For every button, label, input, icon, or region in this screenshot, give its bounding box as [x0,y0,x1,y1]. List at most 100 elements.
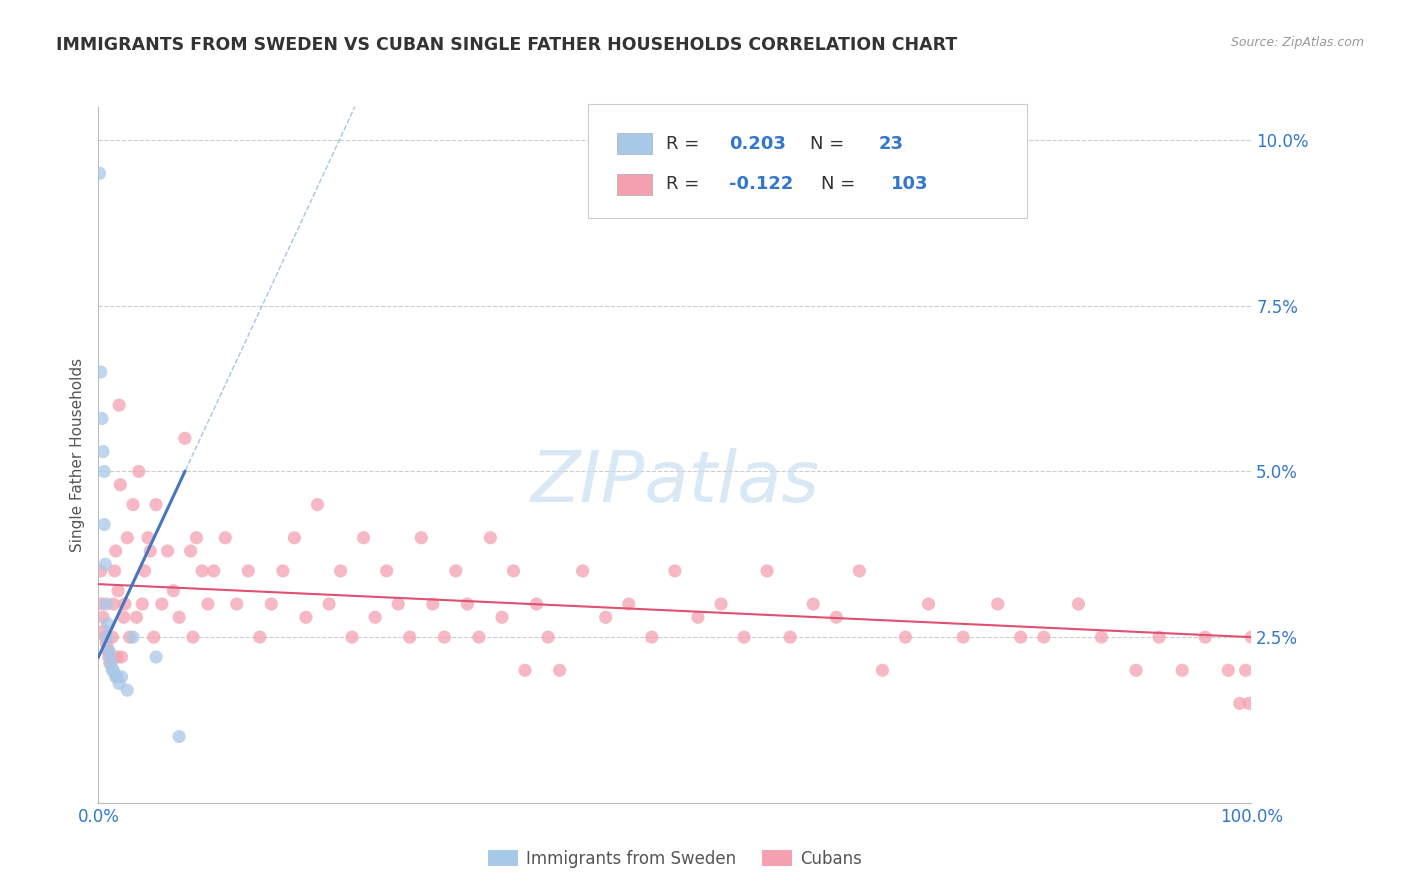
Point [595,610,617,624]
Point [98,650,121,665]
Point [398,630,420,644]
Point [307,498,329,512]
Point [502,564,524,578]
Point [710,597,733,611]
Point [917,597,939,611]
Point [894,630,917,644]
Point [1194,630,1216,644]
Point [479,531,502,545]
Point [93,624,115,638]
Point [114,597,136,611]
Point [96,630,118,644]
Point [686,610,709,624]
Point [91,610,114,624]
Point [142,630,165,644]
Point [664,564,686,578]
Point [91,444,114,458]
Point [98,657,121,671]
Point [422,597,444,611]
Point [101,663,124,677]
Point [779,630,801,644]
Point [238,564,260,578]
Point [104,670,127,684]
Point [167,730,190,744]
Point [283,531,305,545]
Point [1229,697,1251,711]
Point [526,597,548,611]
Point [103,597,125,611]
Point [90,365,112,379]
Text: N =: N = [810,135,849,153]
Point [353,531,375,545]
Point [104,544,127,558]
FancyBboxPatch shape [617,134,652,154]
Point [1032,630,1054,644]
Point [89,166,111,180]
Point [191,564,214,578]
Point [94,630,117,644]
Point [271,564,294,578]
Point [1147,630,1170,644]
Point [145,498,167,512]
Point [97,616,120,631]
Y-axis label: Single Father Households: Single Father Households [69,358,84,552]
Point [1237,697,1260,711]
Point [186,531,208,545]
Point [117,683,138,698]
Point [108,398,131,412]
Point [456,597,478,611]
Text: -0.122: -0.122 [730,175,793,194]
Point [733,630,755,644]
Point [128,465,150,479]
Point [548,663,571,677]
Point [1067,597,1090,611]
Point [150,597,173,611]
Point [952,630,974,644]
Point [1090,630,1112,644]
Text: R =: R = [665,135,704,153]
FancyBboxPatch shape [588,103,1026,219]
Point [90,411,112,425]
Point [411,531,433,545]
Point [318,597,340,611]
Point [181,630,204,644]
Point [103,564,125,578]
Point [444,564,467,578]
Point [202,564,225,578]
Point [872,663,894,677]
Point [162,583,184,598]
Point [97,643,120,657]
Text: 0.203: 0.203 [730,135,786,153]
Point [756,564,779,578]
Point [641,630,664,644]
Point [100,657,122,671]
Point [180,544,202,558]
Point [329,564,352,578]
Point [139,544,162,558]
Point [122,630,145,644]
Point [107,583,129,598]
Point [101,630,124,644]
Point [97,643,120,657]
Point [987,597,1010,611]
Point [1171,663,1194,677]
Point [225,597,247,611]
Point [134,564,156,578]
Point [848,564,870,578]
Point [131,597,153,611]
Point [167,610,190,624]
Point [513,663,536,677]
Point [468,630,491,644]
Point [617,597,640,611]
Point [1240,630,1263,644]
Point [145,650,167,665]
Text: ZIPatlas: ZIPatlas [530,449,820,517]
Legend: Immigrants from Sweden, Cubans: Immigrants from Sweden, Cubans [481,843,869,874]
Text: Source: ZipAtlas.com: Source: ZipAtlas.com [1230,36,1364,49]
Point [197,597,219,611]
Point [93,465,115,479]
Point [295,610,318,624]
Point [96,637,118,651]
Text: IMMIGRANTS FROM SWEDEN VS CUBAN SINGLE FATHER HOUSEHOLDS CORRELATION CHART: IMMIGRANTS FROM SWEDEN VS CUBAN SINGLE F… [56,36,957,54]
Point [90,564,112,578]
